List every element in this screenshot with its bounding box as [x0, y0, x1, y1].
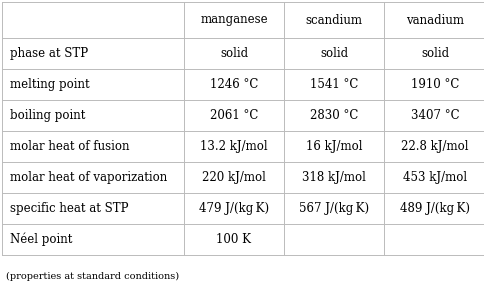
Text: manganese: manganese: [200, 13, 268, 26]
Text: 567 J/(kg K): 567 J/(kg K): [299, 202, 369, 215]
Text: 220 kJ/mol: 220 kJ/mol: [202, 171, 266, 184]
Text: 2830 °C: 2830 °C: [310, 109, 358, 122]
Text: scandium: scandium: [305, 13, 363, 26]
Text: specific heat at STP: specific heat at STP: [10, 202, 128, 215]
Text: molar heat of fusion: molar heat of fusion: [10, 140, 130, 153]
Text: melting point: melting point: [10, 78, 90, 91]
Text: 16 kJ/mol: 16 kJ/mol: [306, 140, 362, 153]
Text: 2061 °C: 2061 °C: [210, 109, 258, 122]
Text: 3407 °C: 3407 °C: [411, 109, 459, 122]
Text: 1910 °C: 1910 °C: [411, 78, 459, 91]
Text: 489 J/(kg K): 489 J/(kg K): [400, 202, 470, 215]
Text: solid: solid: [320, 47, 348, 60]
Text: solid: solid: [220, 47, 248, 60]
Text: 479 J/(kg K): 479 J/(kg K): [199, 202, 269, 215]
Text: Néel point: Néel point: [10, 233, 73, 246]
Text: vanadium: vanadium: [406, 13, 464, 26]
Text: 318 kJ/mol: 318 kJ/mol: [302, 171, 366, 184]
Text: 100 K: 100 K: [216, 233, 252, 246]
Text: phase at STP: phase at STP: [10, 47, 88, 60]
Text: 22.8 kJ/mol: 22.8 kJ/mol: [401, 140, 469, 153]
Text: 1541 °C: 1541 °C: [310, 78, 358, 91]
Text: solid: solid: [421, 47, 449, 60]
Text: 13.2 kJ/mol: 13.2 kJ/mol: [200, 140, 268, 153]
Text: boiling point: boiling point: [10, 109, 85, 122]
Text: molar heat of vaporization: molar heat of vaporization: [10, 171, 167, 184]
Text: 453 kJ/mol: 453 kJ/mol: [403, 171, 467, 184]
Text: (properties at standard conditions): (properties at standard conditions): [6, 272, 179, 281]
Text: 1246 °C: 1246 °C: [210, 78, 258, 91]
